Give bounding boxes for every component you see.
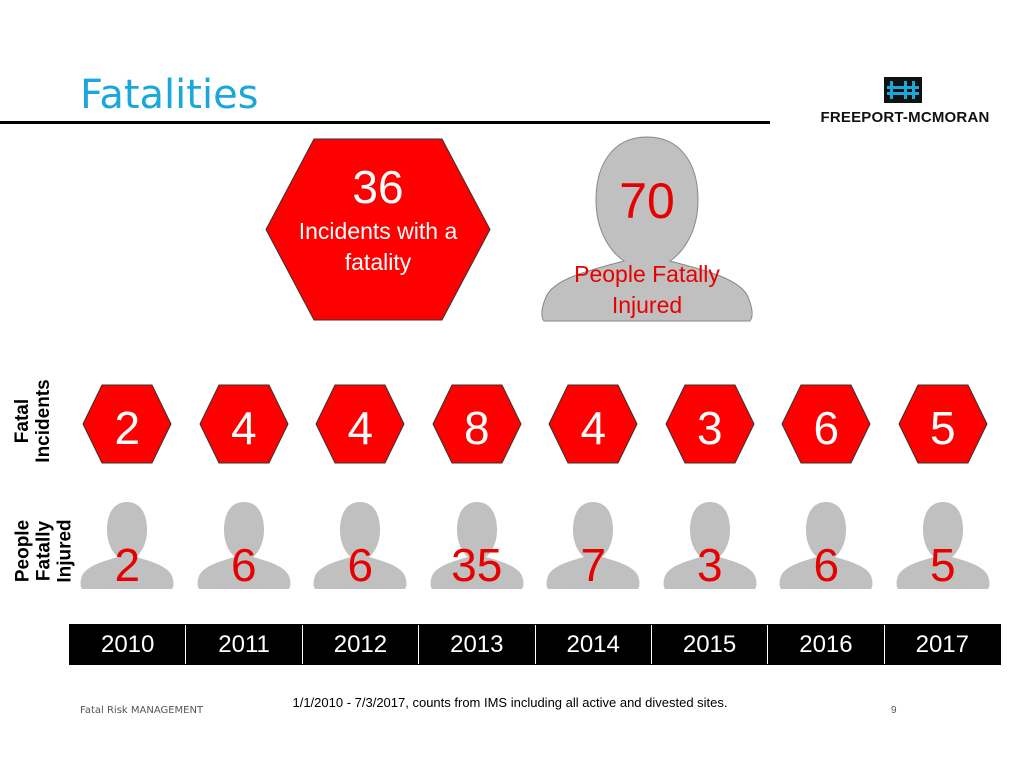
year-label-2013: 2013	[419, 625, 536, 664]
year-label-2011: 2011	[186, 625, 303, 664]
person-icon-2011	[197, 502, 291, 589]
person-icon-2014	[546, 502, 640, 589]
incidents-total-value: 36	[352, 161, 404, 213]
incident-hexagon-2017	[898, 384, 988, 464]
people-count-2017: 5	[929, 539, 956, 591]
page-number: 9	[891, 705, 897, 716]
page-title: Fatalities	[80, 72, 259, 118]
people-count-2010: 2	[114, 539, 141, 591]
year-label-2010: 2010	[70, 625, 187, 664]
title-divider	[0, 121, 770, 124]
row-label-fatal-incidents: Fatal Incidents	[12, 379, 54, 463]
year-label-2015: 2015	[652, 625, 769, 664]
people-summary-person-icon	[541, 136, 753, 322]
row-label-people-fatally-injured: People Fatally Injured	[12, 519, 76, 583]
people-count-2012: 6	[347, 539, 374, 591]
incidents-summary-hexagon	[265, 138, 491, 321]
year-label-2014: 2014	[536, 625, 652, 664]
incident-hexagon-2012	[315, 384, 405, 464]
incident-count-2015: 3	[696, 402, 723, 454]
incident-count-2014: 4	[580, 402, 607, 454]
person-icon-2016	[779, 502, 873, 589]
incident-hexagon-2011	[199, 384, 289, 464]
incident-count-2010: 2	[114, 402, 141, 454]
incident-hexagon-2013	[432, 384, 522, 464]
years-bar: 2010 2011 2012 2013 2014 2015 2016 2017	[69, 624, 1001, 665]
incident-hexagon-2010	[82, 384, 172, 464]
year-label-2012: 2012	[303, 625, 420, 664]
year-label-2017: 2017	[915, 631, 969, 658]
incident-hexagon-2016	[781, 384, 871, 464]
incident-count-2012: 4	[347, 402, 374, 454]
logo-text: FREEPORT-MCMORAN	[820, 109, 990, 126]
incident-hexagon-2014	[548, 384, 638, 464]
person-icon-2012	[313, 502, 407, 589]
people-count-2013: 35	[451, 539, 503, 591]
year-label-2016: 2016	[768, 625, 885, 664]
people-count-2015: 3	[696, 539, 723, 591]
incident-count-2016: 6	[813, 402, 840, 454]
incident-count-2011: 4	[230, 402, 257, 454]
company-logo: FREEPORT-MCMORAN	[818, 77, 992, 127]
logo-mark-icon	[884, 77, 922, 103]
incidents-total-label: Incidents with a fatality	[298, 218, 458, 275]
footer-label: Fatal Risk MANAGEMENT	[80, 705, 204, 716]
person-icon-2013	[430, 502, 524, 589]
people-count-2016: 6	[813, 539, 840, 591]
people-count-2014: 7	[580, 539, 607, 591]
person-icon-2010	[80, 502, 174, 589]
incident-count-2013: 8	[463, 402, 490, 454]
people-total-label: People Fatally Injured	[574, 261, 720, 318]
incident-count-2017: 5	[929, 402, 956, 454]
people-total-value: 70	[619, 173, 675, 229]
incident-hexagon-2015	[665, 384, 755, 464]
people-count-2011: 6	[230, 539, 257, 591]
person-icon-2015	[663, 502, 757, 589]
person-icon-2017	[896, 502, 990, 589]
footnote: 1/1/2010 - 7/3/2017, counts from IMS inc…	[292, 695, 728, 710]
